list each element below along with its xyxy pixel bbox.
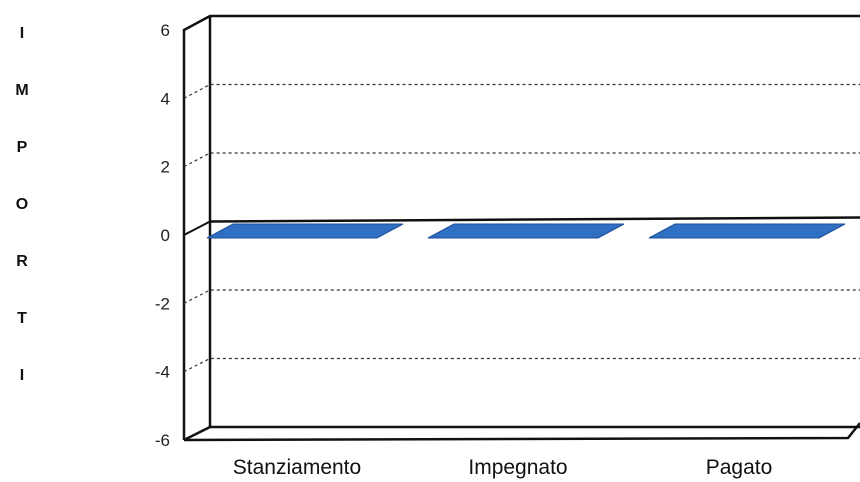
zero-depth-line <box>183 220 211 236</box>
y-tick-label: -4 <box>155 363 170 382</box>
bar-pagato <box>648 223 846 239</box>
y-axis-label-letter-2: M <box>15 82 29 99</box>
bar-stanziamento <box>206 223 404 239</box>
y-tick-label: 6 <box>161 21 170 40</box>
y-axis-label: I M P O R T I <box>10 22 34 421</box>
gridline <box>183 289 860 304</box>
y-tick-labels: 6 4 2 0 -2 -4 -6 <box>155 21 170 450</box>
gridlines <box>183 83 860 373</box>
y-tick-label: 0 <box>161 226 170 245</box>
x-tick-labels: Stanziamento Impegnato Pagato <box>233 456 772 479</box>
y-axis-label-letter-5: R <box>16 253 28 270</box>
gridline <box>183 152 860 168</box>
frame-floor-front <box>183 422 860 442</box>
y-axis-label-letter-7: I <box>19 367 25 384</box>
x-tick-label: Pagato <box>706 456 773 479</box>
x-tick-label: Impegnato <box>468 456 567 479</box>
gridline <box>183 83 860 99</box>
frame-floor-back <box>183 425 860 442</box>
y-axis-label-letter-1: I <box>19 25 25 42</box>
chart-frame <box>182 14 860 442</box>
bar-impegnato <box>427 223 625 239</box>
gridline <box>183 357 860 373</box>
bars <box>206 223 846 239</box>
x-tick-label: Stanziamento <box>233 456 361 479</box>
y-tick-label: 4 <box>161 89 170 108</box>
y-tick-label: -2 <box>155 294 170 313</box>
y-tick-label: -6 <box>155 431 170 450</box>
y-axis-label-letter-3: P <box>16 139 28 156</box>
y-tick-label: 2 <box>161 158 170 177</box>
y-axis-label-letter-6: T <box>17 310 27 327</box>
zero-back-line <box>209 216 860 223</box>
y-axis-label-letter-4: O <box>15 196 29 213</box>
